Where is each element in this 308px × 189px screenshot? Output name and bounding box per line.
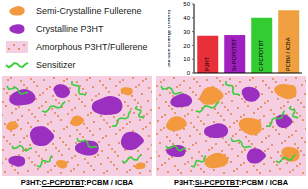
svg-text:C-PCPDTBT: C-PCPDTBT <box>258 39 264 71</box>
svg-text:20: 20 <box>183 43 190 49</box>
svg-text:PCBM / ICBA: PCBM / ICBA <box>285 37 291 71</box>
svg-text:Surface Energy (mN/m): Surface Energy (mN/m) <box>168 9 171 67</box>
html-text:Semi-Crystalline Fullerene: Semi-Crystalline Fullerene <box>36 6 142 16</box>
svg-text:30: 30 <box>183 29 190 35</box>
html-text:P3HT: C-PCPDTBT:PCBM / ICBA: P3HT: C-PCPDTBT:PCBM / ICBA <box>20 178 134 187</box>
svg-text:Si-PCPDTBT: Si-PCPDTBT <box>231 38 237 71</box>
svg-text:10: 10 <box>183 56 190 62</box>
svg-text:50: 50 <box>183 1 190 7</box>
html-text:Crystalline P3HT: Crystalline P3HT <box>36 24 104 34</box>
html-text:P3HT: Si-PCPDTBT:PCBM / ICBA: P3HT: Si-PCPDTBT:PCBM / ICBA <box>173 178 289 187</box>
html-text:Amorphous P3HT/Fullerene: Amorphous P3HT/Fullerene <box>36 42 148 52</box>
svg-text:0: 0 <box>187 70 191 76</box>
svg-text:40: 40 <box>183 15 190 21</box>
svg-text:P3HT: P3HT <box>204 56 210 71</box>
html-text:Sensitizer: Sensitizer <box>36 60 76 70</box>
